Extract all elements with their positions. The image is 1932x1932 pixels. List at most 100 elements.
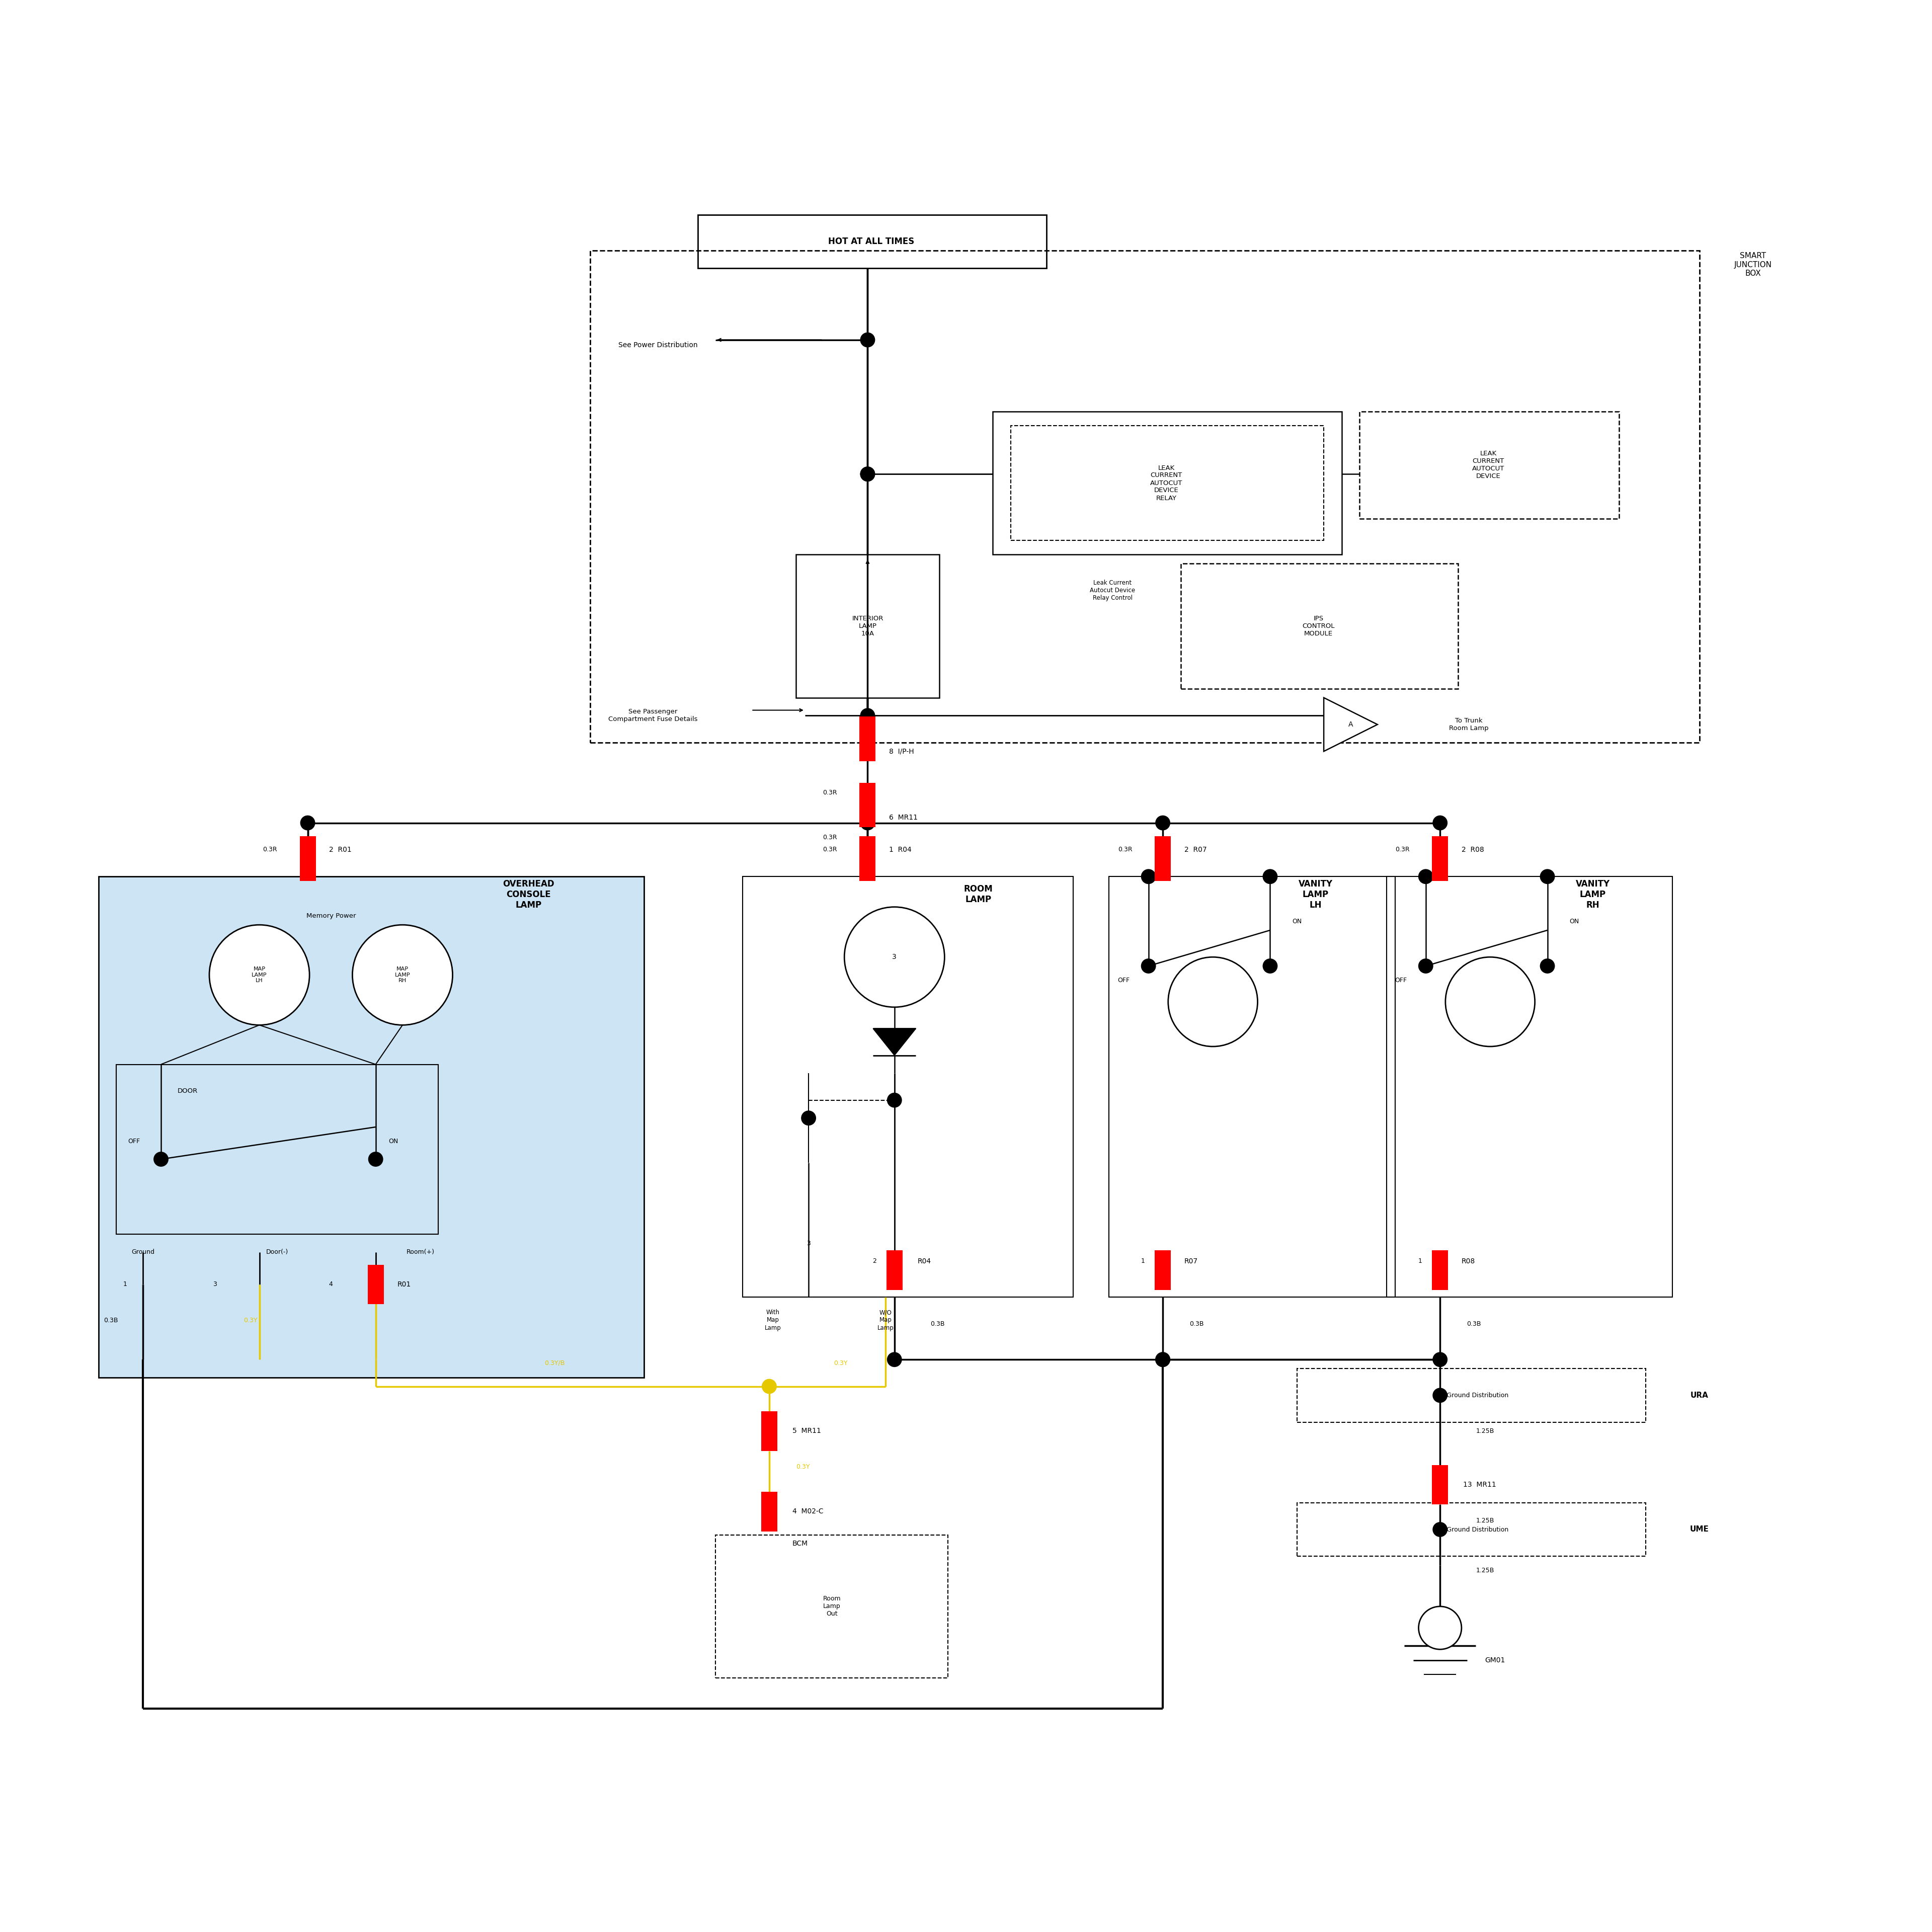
Text: 0.3Y: 0.3Y <box>243 1318 257 1323</box>
Text: 1.25B: 1.25B <box>1476 1428 1493 1434</box>
Text: Ground: Ground <box>131 1248 155 1256</box>
Circle shape <box>761 1379 777 1393</box>
Circle shape <box>1540 869 1555 883</box>
Circle shape <box>155 1151 168 1167</box>
Circle shape <box>1155 815 1171 831</box>
Bar <box>860 717 875 761</box>
Circle shape <box>860 709 875 723</box>
Circle shape <box>1434 815 1447 831</box>
Text: 1: 1 <box>124 1281 128 1289</box>
Text: UME: UME <box>1691 1526 1710 1534</box>
Text: 1: 1 <box>1142 1258 1146 1264</box>
Bar <box>1296 1503 1646 1557</box>
Circle shape <box>860 332 875 348</box>
Text: 0.3Y: 0.3Y <box>796 1464 810 1470</box>
Circle shape <box>887 1094 902 1107</box>
Text: VANITY
LAMP
LH: VANITY LAMP LH <box>1298 879 1333 910</box>
Text: VANITY
LAMP
RH: VANITY LAMP RH <box>1577 879 1609 910</box>
Text: MAP
LAMP
LH: MAP LAMP LH <box>251 966 267 983</box>
Text: SMART
JUNCTION
BOX: SMART JUNCTION BOX <box>1735 253 1772 278</box>
Text: 5  MR11: 5 MR11 <box>792 1428 821 1435</box>
Bar <box>1432 837 1449 881</box>
Circle shape <box>1169 956 1258 1047</box>
Text: ROOM
LAMP: ROOM LAMP <box>964 885 993 904</box>
Bar <box>715 1534 949 1679</box>
Bar <box>1180 564 1459 688</box>
Text: 1  R04: 1 R04 <box>889 846 912 854</box>
Bar <box>99 877 643 1378</box>
Text: 0.3R: 0.3R <box>1119 846 1132 854</box>
Circle shape <box>844 906 945 1007</box>
Bar <box>1109 877 1395 1296</box>
Text: 3: 3 <box>806 1240 811 1246</box>
Text: 0.3B: 0.3B <box>1466 1320 1482 1327</box>
Polygon shape <box>1323 697 1378 752</box>
Bar <box>1387 877 1673 1296</box>
Circle shape <box>1264 958 1277 974</box>
Circle shape <box>1434 1389 1447 1403</box>
Text: OFF: OFF <box>1117 978 1130 983</box>
Text: 1: 1 <box>1418 1258 1422 1264</box>
Circle shape <box>860 468 875 481</box>
Text: W/O
Map
Lamp: W/O Map Lamp <box>877 1310 895 1331</box>
Circle shape <box>1264 869 1277 883</box>
Text: Room
Lamp
Out: Room Lamp Out <box>823 1596 840 1617</box>
Circle shape <box>1418 1605 1461 1650</box>
Circle shape <box>1445 956 1534 1047</box>
Text: 2  R07: 2 R07 <box>1184 846 1208 854</box>
Circle shape <box>1434 1352 1447 1366</box>
Text: OVERHEAD
CONSOLE
LAMP: OVERHEAD CONSOLE LAMP <box>502 879 554 910</box>
Bar <box>1296 1368 1646 1422</box>
Text: R01: R01 <box>398 1281 412 1289</box>
Bar <box>1432 1250 1449 1291</box>
Text: LEAK
CURRENT
AUTOCUT
DEVICE
RELAY: LEAK CURRENT AUTOCUT DEVICE RELAY <box>1150 464 1182 502</box>
Text: Memory Power: Memory Power <box>305 912 355 920</box>
Text: BCM: BCM <box>792 1540 808 1548</box>
Text: R08: R08 <box>1461 1258 1476 1265</box>
Circle shape <box>352 925 452 1026</box>
Text: 0.3B: 0.3B <box>1190 1320 1204 1327</box>
Text: Leak Current
Autocut Device
Relay Control: Leak Current Autocut Device Relay Contro… <box>1090 580 1136 601</box>
Text: ON: ON <box>1569 918 1578 925</box>
Bar <box>860 782 875 827</box>
Text: ON: ON <box>388 1138 398 1144</box>
Text: 1.25B: 1.25B <box>1476 1567 1493 1575</box>
Text: 0.3R: 0.3R <box>823 835 837 840</box>
Text: See Passenger
Compartment Fuse Details: See Passenger Compartment Fuse Details <box>609 709 697 723</box>
Text: 3: 3 <box>213 1281 216 1289</box>
Bar <box>1155 1250 1171 1291</box>
Bar <box>1432 1464 1449 1505</box>
Bar <box>1360 412 1619 520</box>
Circle shape <box>1434 1522 1447 1536</box>
Circle shape <box>209 925 309 1026</box>
Text: HOT AT ALL TIMES: HOT AT ALL TIMES <box>829 238 914 245</box>
Text: 4: 4 <box>328 1281 332 1289</box>
Text: 0.3Y: 0.3Y <box>835 1360 848 1366</box>
Bar <box>993 412 1341 554</box>
Text: LEAK
CURRENT
AUTOCUT
DEVICE: LEAK CURRENT AUTOCUT DEVICE <box>1472 450 1505 479</box>
Bar <box>742 877 1074 1296</box>
Text: 3: 3 <box>893 954 896 960</box>
Text: IPS
CONTROL
MODULE: IPS CONTROL MODULE <box>1302 614 1335 638</box>
Text: 2: 2 <box>873 1258 877 1264</box>
Text: 13  MR11: 13 MR11 <box>1463 1482 1497 1488</box>
Bar <box>1155 837 1171 881</box>
Circle shape <box>1418 958 1434 974</box>
Text: MAP
LAMP
RH: MAP LAMP RH <box>394 966 410 983</box>
Text: 0.3R: 0.3R <box>823 846 837 854</box>
Text: 0.3B: 0.3B <box>929 1320 945 1327</box>
Text: 0.3B: 0.3B <box>104 1318 118 1323</box>
Circle shape <box>369 1151 383 1167</box>
Text: See Power Distribution: See Power Distribution <box>618 342 697 350</box>
Text: 0.3R: 0.3R <box>263 846 278 854</box>
Bar <box>1010 425 1323 541</box>
Text: To Trunk
Room Lamp: To Trunk Room Lamp <box>1449 717 1488 732</box>
Text: See Ground Distribution: See Ground Distribution <box>1434 1526 1509 1532</box>
Text: R07: R07 <box>1184 1258 1198 1265</box>
Circle shape <box>860 468 875 481</box>
Text: 0.3Y/B: 0.3Y/B <box>545 1360 564 1366</box>
Bar <box>860 837 875 881</box>
Circle shape <box>802 1111 815 1124</box>
Circle shape <box>1540 958 1555 974</box>
Bar <box>116 1065 439 1235</box>
